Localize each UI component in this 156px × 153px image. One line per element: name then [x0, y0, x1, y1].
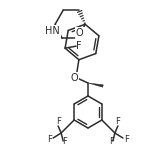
- Text: O: O: [70, 73, 78, 83]
- Text: F: F: [56, 118, 61, 127]
- Text: F: F: [47, 134, 52, 144]
- Text: F: F: [109, 138, 114, 147]
- Text: HN: HN: [45, 26, 60, 36]
- Text: O: O: [76, 28, 83, 38]
- Text: F: F: [76, 41, 82, 51]
- Text: F: F: [115, 118, 120, 127]
- Text: F: F: [62, 138, 67, 147]
- Polygon shape: [88, 83, 103, 87]
- Text: F: F: [124, 134, 129, 144]
